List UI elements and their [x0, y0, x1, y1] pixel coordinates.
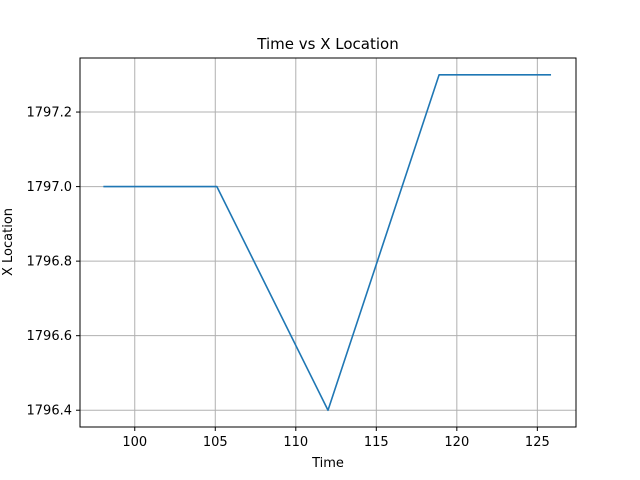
x-tick-label: 120 — [444, 435, 469, 450]
y-ticks: 1796.4 1796.6 1796.8 1797.0 1797.2 — [27, 106, 80, 419]
series-line — [103, 73, 552, 412]
y-tick-label: 1796.8 — [27, 255, 73, 270]
x-tick-label: 100 — [122, 435, 147, 450]
x-ticks: 100 105 110 115 120 125 — [122, 427, 550, 450]
y-tick-label: 1796.4 — [27, 404, 73, 419]
x-tick-label: 125 — [525, 435, 550, 450]
x-tick-label: 115 — [364, 435, 389, 450]
y-tick-label: 1797.0 — [27, 180, 73, 195]
y-axis-label: X Location — [1, 208, 16, 276]
plot-frame — [79, 57, 577, 428]
chart-title: Time vs X Location — [256, 35, 398, 53]
x-tick-label: 105 — [203, 435, 228, 450]
y-tick-label: 1796.6 — [27, 329, 73, 344]
grid-layer — [80, 58, 576, 427]
series-layer — [103, 73, 552, 412]
x-axis-label: Time — [311, 456, 344, 471]
y-tick-label: 1797.2 — [27, 106, 73, 121]
x-tick-label: 110 — [283, 435, 308, 450]
